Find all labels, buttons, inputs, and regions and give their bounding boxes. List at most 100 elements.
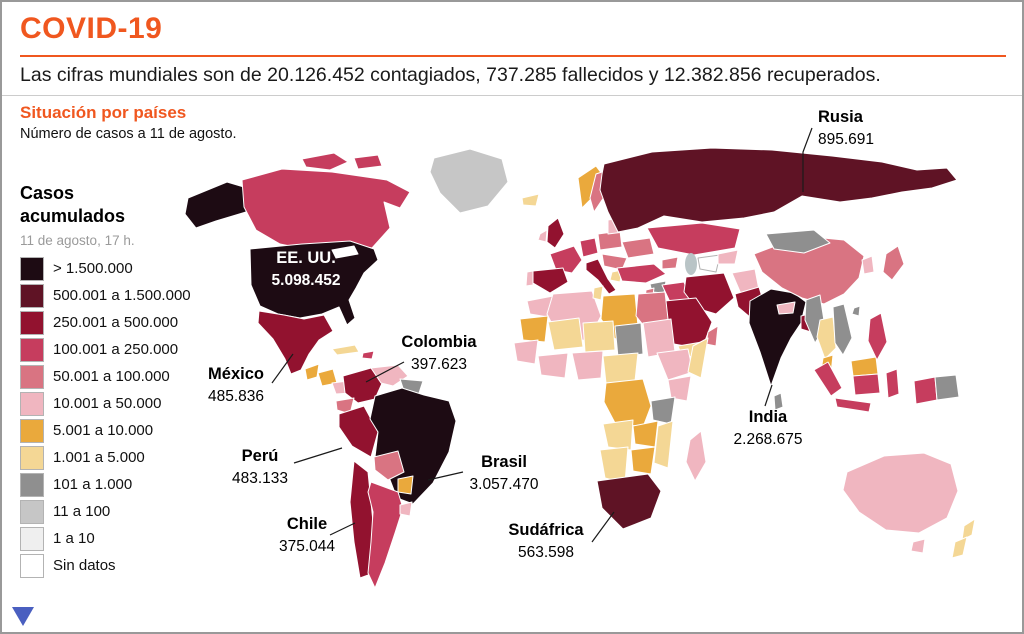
leader-mexico — [271, 353, 294, 384]
country-australia — [842, 452, 959, 534]
arctic-island — [301, 152, 349, 171]
legend-item: 10.001 a 50.000 — [20, 391, 191, 416]
country-india — [748, 288, 807, 387]
country-ukraine — [621, 237, 655, 259]
country-japan — [882, 245, 905, 281]
island-borneo-indonesia — [852, 373, 881, 396]
country-korea — [861, 255, 875, 275]
island-sumatra — [813, 361, 843, 397]
legend-label: 11 a 100 — [53, 503, 111, 520]
legend-label: 100.001 a 250.000 — [53, 341, 179, 358]
country-new-zealand-north — [961, 518, 976, 541]
leader-brasil — [427, 471, 464, 481]
country-russia — [599, 147, 958, 233]
country-bolivia — [373, 450, 405, 481]
country-zimbabwe-botswana — [630, 446, 656, 475]
legend-date-note: 11 de agosto, 17 h. — [20, 233, 135, 248]
country-papua-new-guinea — [934, 374, 960, 401]
legend-swatch — [20, 472, 44, 497]
country-argentina — [367, 481, 404, 589]
country-iceland — [521, 193, 540, 207]
legend-item: 100.001 a 250.000 — [20, 337, 191, 362]
section-subtitle: Número de casos a 11 de agosto. — [20, 126, 237, 142]
country-alaska — [184, 181, 255, 229]
country-ethiopia — [656, 348, 694, 381]
legend-item: 1.001 a 5.000 — [20, 445, 191, 470]
legend-item: 5.001 a 10.000 — [20, 418, 191, 443]
leader-chile — [329, 522, 356, 536]
country-uzbekistan — [717, 249, 739, 265]
country-ireland — [537, 229, 548, 243]
legend-title: Casos acumulados — [20, 183, 126, 227]
country-ivorycoast-ghana — [537, 352, 569, 379]
legend-item: 1 a 10 — [20, 526, 191, 551]
country-germany — [579, 237, 599, 258]
legend-item: 11 a 100 — [20, 499, 191, 524]
legend-swatch — [20, 553, 44, 578]
country-kazakhstan — [646, 222, 741, 256]
country-madagascar — [685, 430, 707, 482]
legend-label: 50.001 a 100.000 — [53, 368, 170, 385]
country-nepal — [776, 301, 796, 315]
country-thailand — [816, 316, 837, 360]
header-divider — [2, 95, 1022, 96]
country-caucasus — [661, 256, 679, 270]
country-sri-lanka — [773, 392, 784, 411]
country-china — [753, 235, 865, 305]
leader-lines — [271, 127, 813, 543]
page-title: COVID-19 — [20, 12, 163, 45]
country-nigeria — [571, 350, 604, 381]
country-philippines — [867, 312, 888, 361]
arctic-island — [353, 154, 383, 170]
country-somalia — [687, 337, 709, 379]
country-vietnam — [832, 303, 853, 356]
legend-swatch — [20, 499, 44, 524]
section-title: Situación por países — [20, 103, 187, 122]
world-totals-text: Las cifras mundiales son de 20.126.452 c… — [20, 64, 881, 86]
legend-label: 250.001 a 500.000 — [53, 314, 179, 331]
legend-swatch — [20, 418, 44, 443]
island-sulawesi — [885, 368, 900, 399]
country-tanzania — [650, 396, 676, 425]
legend-item: Sin datos — [20, 553, 191, 578]
country-taiwan — [851, 305, 861, 317]
country-angola — [602, 419, 634, 451]
leader-india — [764, 384, 773, 407]
country-zambia — [632, 420, 659, 448]
country-spain — [532, 267, 569, 294]
legend-swatch — [20, 310, 44, 335]
great-lakes — [331, 245, 359, 259]
legend-swatch — [20, 364, 44, 389]
country-canada — [241, 168, 411, 251]
legend-swatch — [20, 337, 44, 362]
country-tunisia — [592, 285, 604, 301]
legend-swatch — [20, 526, 44, 551]
country-turkey — [616, 263, 667, 284]
country-paraguay — [397, 475, 414, 495]
country-usa — [249, 240, 379, 326]
island-java — [834, 397, 872, 413]
country-chad — [614, 322, 644, 358]
legend-label: 5.001 a 10.000 — [53, 422, 154, 439]
country-cameroon-car — [602, 352, 639, 384]
legend-item: > 1.500.000 — [20, 256, 191, 281]
country-peru — [338, 405, 379, 458]
country-mongolia — [765, 229, 831, 254]
island-newguinea-west — [913, 376, 938, 405]
leader-rusia — [802, 127, 813, 192]
country-kenya — [667, 375, 692, 402]
legend-label: > 1.500.000 — [53, 260, 133, 277]
legend-swatch — [20, 256, 44, 281]
country-italy — [585, 258, 617, 295]
title-rule — [20, 55, 1006, 57]
legend-label: 500.001 a 1.500.000 — [53, 287, 191, 304]
legend-item: 50.001 a 100.000 — [20, 364, 191, 389]
legend-swatch — [20, 283, 44, 308]
caspian-sea — [685, 253, 697, 275]
country-drc — [603, 378, 652, 428]
country-new-zealand-south — [951, 536, 968, 559]
legend-label: 1 a 10 — [53, 530, 95, 547]
legend-label: 101 a 1.000 — [53, 476, 133, 493]
country-uk — [546, 217, 565, 249]
